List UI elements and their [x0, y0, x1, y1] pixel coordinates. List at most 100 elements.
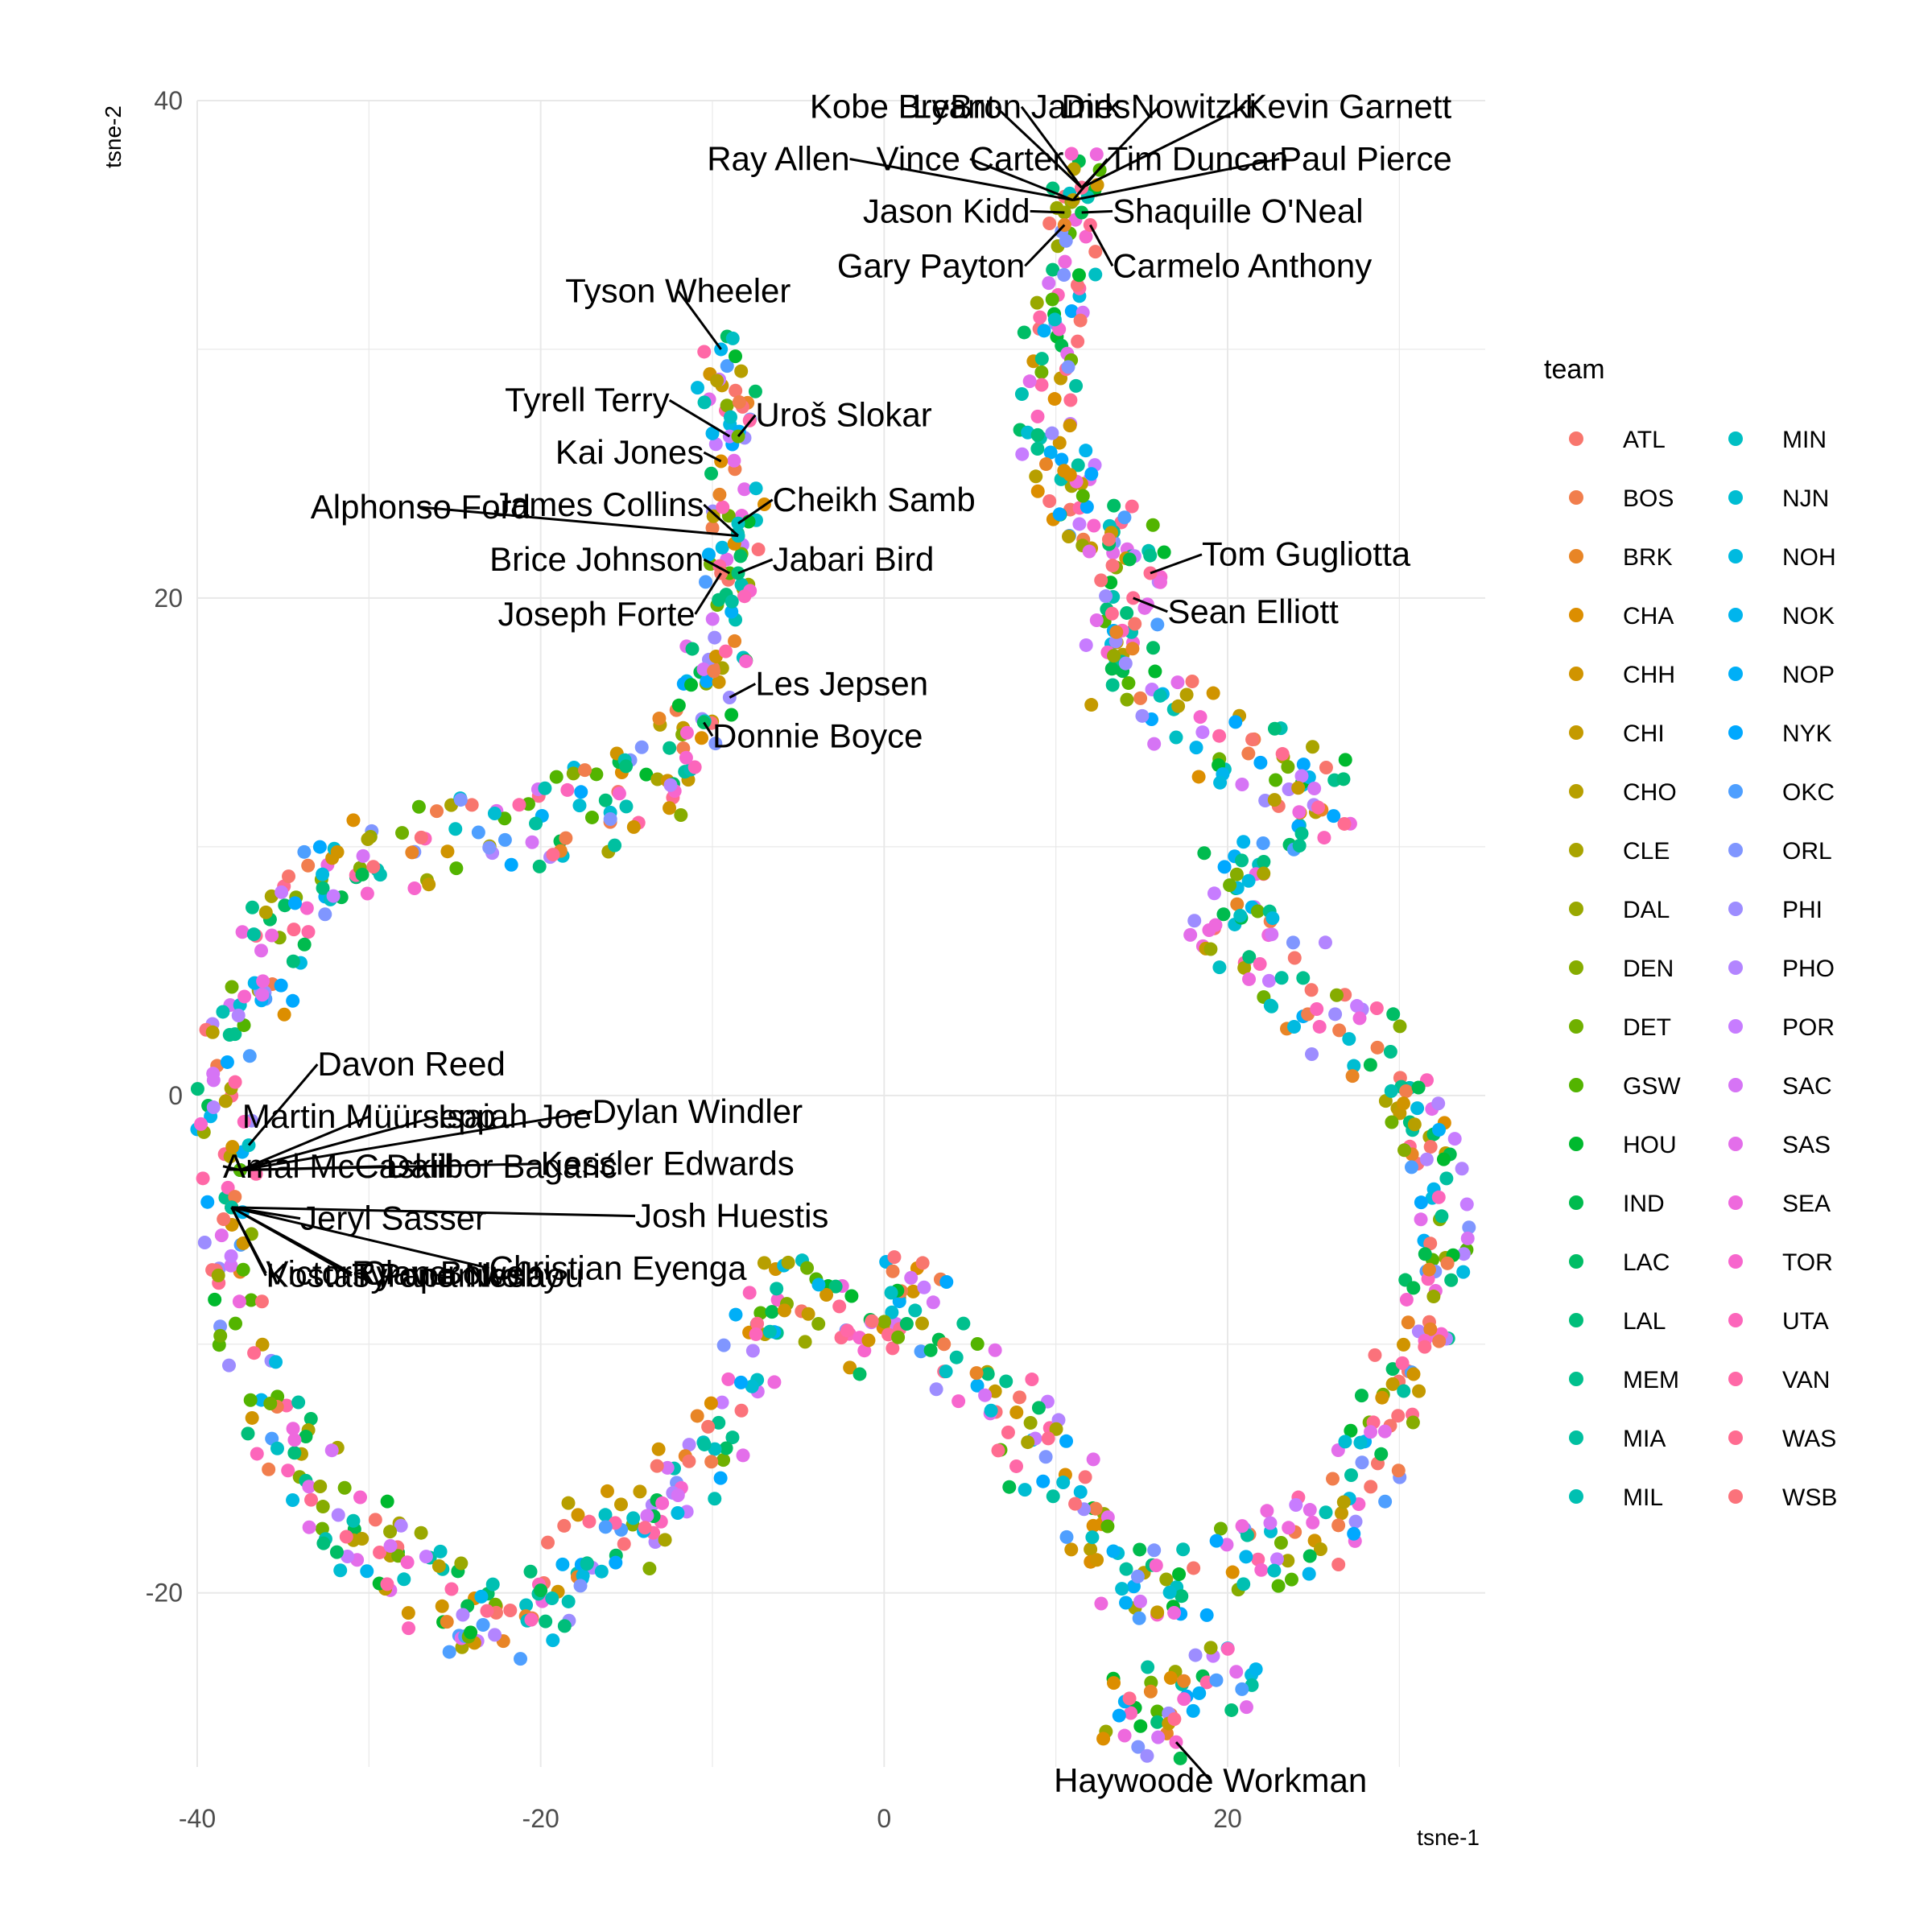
- data-point: [1075, 489, 1090, 503]
- data-point: [1369, 1001, 1384, 1015]
- data-point: [256, 974, 270, 989]
- legend-swatch: [1728, 784, 1743, 799]
- data-point: [299, 1430, 313, 1444]
- data-point: [1306, 1515, 1320, 1530]
- data-point: [732, 395, 746, 410]
- data-point: [217, 1212, 231, 1227]
- data-point: [228, 1075, 242, 1089]
- data-point: [1009, 1405, 1024, 1419]
- data-point: [373, 1545, 387, 1559]
- data-point: [1419, 1152, 1434, 1166]
- data-point: [1118, 656, 1133, 671]
- legend-label: POR: [1782, 1014, 1835, 1041]
- data-point: [222, 1027, 237, 1042]
- data-point: [633, 1484, 647, 1499]
- leader-line: [239, 1115, 369, 1171]
- data-point: [380, 1577, 394, 1591]
- data-point: [286, 1422, 300, 1436]
- data-point: [1418, 1247, 1432, 1261]
- data-point: [303, 1412, 318, 1426]
- data-point: [1412, 1384, 1426, 1398]
- legend-swatch: [1569, 843, 1583, 857]
- data-point: [407, 881, 422, 896]
- data-point: [1401, 1315, 1415, 1330]
- data-point: [725, 1430, 740, 1445]
- data-point: [326, 889, 341, 903]
- data-point: [573, 1579, 588, 1593]
- data-point: [1447, 1132, 1462, 1146]
- data-point: [454, 1556, 469, 1571]
- data-point: [706, 509, 720, 523]
- data-point: [716, 500, 730, 514]
- point-label: Kostas Papanikolaou: [266, 1257, 584, 1294]
- point-label: Kevin Garnett: [1245, 88, 1451, 126]
- leader-line: [1024, 224, 1066, 267]
- data-point: [561, 1496, 576, 1510]
- data-point: [541, 1535, 555, 1550]
- data-point: [1254, 1563, 1269, 1577]
- leader-line: [230, 1206, 353, 1278]
- data-point: [1236, 835, 1251, 849]
- data-point: [1047, 392, 1062, 407]
- data-point: [1245, 733, 1260, 747]
- data-point: [584, 810, 599, 824]
- legend-label: PHO: [1782, 956, 1835, 982]
- data-point: [194, 1117, 208, 1131]
- data-point: [497, 832, 512, 847]
- data-point: [720, 398, 734, 413]
- data-point: [915, 1256, 930, 1270]
- data-point: [1397, 1384, 1411, 1398]
- data-point: [1117, 510, 1132, 525]
- data-point: [1418, 1340, 1432, 1354]
- point-label: Dylan Windler: [592, 1092, 803, 1130]
- legend-swatch: [1728, 1430, 1743, 1445]
- data-point: [1302, 1503, 1317, 1517]
- data-point: [1203, 942, 1218, 956]
- legend-swatch: [1728, 1254, 1743, 1269]
- legend-label: PHI: [1782, 897, 1823, 923]
- data-point: [671, 1488, 685, 1503]
- data-point: [456, 1608, 470, 1622]
- point-label: Cheikh Samb: [773, 481, 976, 518]
- data-point: [1284, 1572, 1298, 1587]
- point-label: Christian Eyenga: [489, 1249, 747, 1286]
- data-point: [225, 980, 239, 994]
- data-point: [1354, 1389, 1368, 1403]
- data-point: [885, 1305, 899, 1319]
- data-point: [1084, 698, 1099, 712]
- data-point: [852, 1367, 867, 1381]
- data-point: [1195, 725, 1210, 740]
- data-point: [737, 589, 752, 604]
- point-label: Martin Müürsepp: [242, 1097, 496, 1135]
- data-point: [1212, 960, 1227, 975]
- data-point: [449, 861, 464, 876]
- data-point: [1378, 1494, 1393, 1509]
- leader-line: [703, 503, 740, 537]
- data-point: [1057, 464, 1071, 478]
- data-point: [1235, 853, 1249, 868]
- data-point: [1030, 295, 1044, 310]
- data-point: [277, 1007, 291, 1022]
- data-point: [1082, 544, 1096, 559]
- data-point: [1064, 304, 1079, 319]
- data-point: [704, 1396, 718, 1410]
- data-point: [561, 1594, 576, 1608]
- data-point: [1355, 1455, 1369, 1470]
- data-point: [1251, 1552, 1265, 1567]
- data-point: [1456, 1247, 1471, 1261]
- legend-label: MIN: [1782, 427, 1827, 453]
- data-point: [650, 772, 665, 786]
- data-point: [578, 763, 592, 778]
- data-point: [697, 345, 712, 359]
- data-point: [1213, 775, 1228, 790]
- y-tick-label: 40: [154, 86, 183, 115]
- data-point: [414, 1525, 428, 1540]
- data-point: [411, 799, 426, 814]
- data-point: [560, 782, 575, 797]
- data-point: [1296, 971, 1311, 985]
- data-point: [1261, 973, 1276, 988]
- data-point: [1174, 1589, 1189, 1604]
- data-point: [1120, 692, 1134, 707]
- data-point: [476, 1617, 490, 1632]
- data-point: [1073, 313, 1088, 328]
